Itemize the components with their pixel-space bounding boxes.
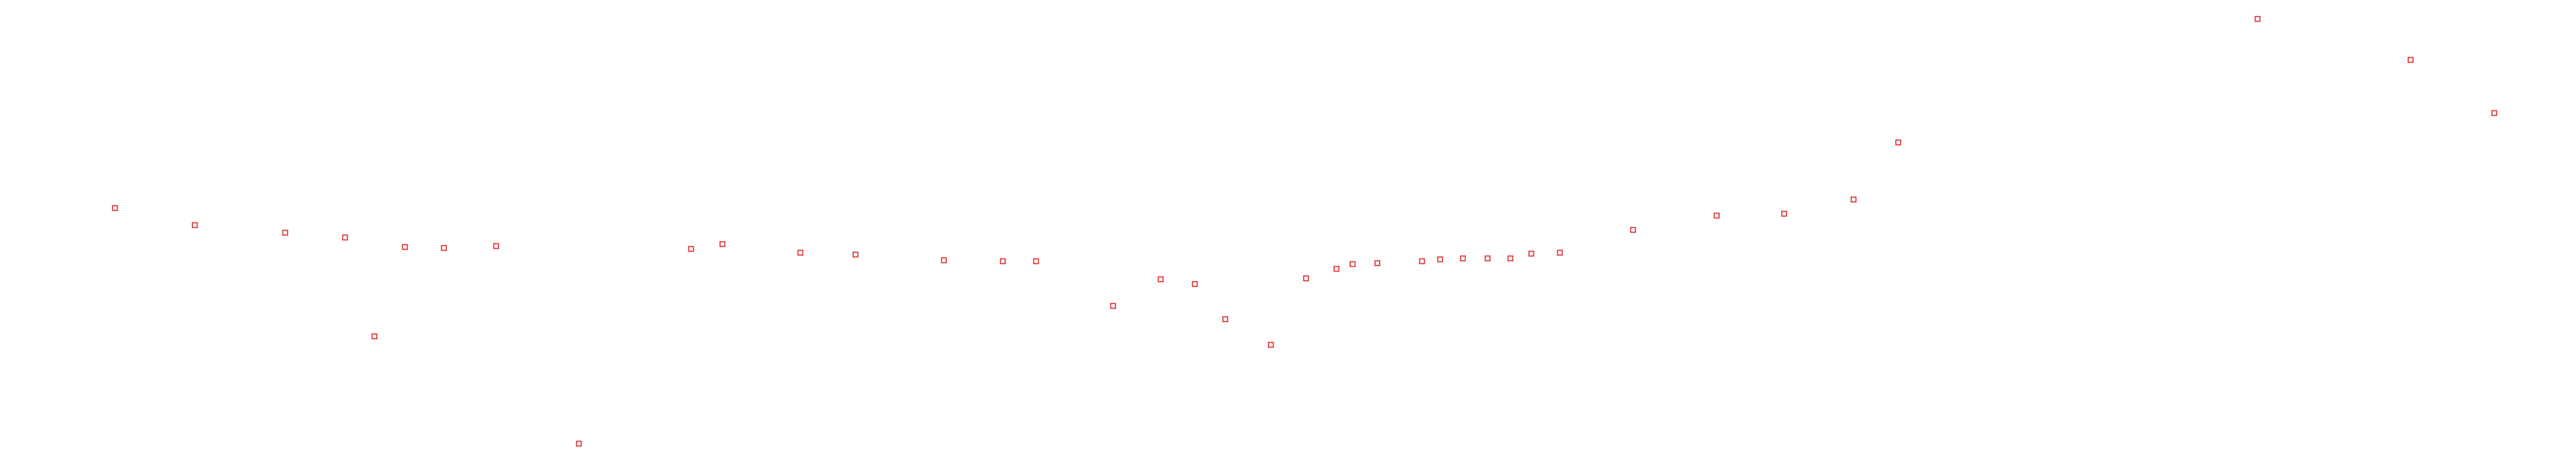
scatter-point-0-8: [575, 440, 583, 447]
scatter-point-0-27: [1459, 255, 1467, 262]
scatter-point-0-19: [1221, 315, 1229, 323]
scatter-point-0-24: [1374, 259, 1381, 267]
scatter-point-0-28: [1484, 255, 1491, 262]
scatter-point-0-9: [687, 245, 695, 253]
scatter-point-0-1: [191, 221, 199, 229]
scatter-point-0-12: [852, 251, 859, 258]
scatter-point-0-35: [1850, 196, 1857, 203]
scatter-point-0-15: [1032, 257, 1040, 265]
scatter-point-0-13: [940, 256, 948, 264]
scatter-point-0-14: [999, 257, 1007, 265]
scatter-point-0-7: [492, 242, 500, 250]
scatter-point-0-36: [1894, 139, 1902, 146]
scatter-point-0-4: [371, 332, 378, 340]
scatter-point-0-23: [1349, 260, 1356, 268]
scatter-point-0-18: [1191, 280, 1199, 288]
scatter-point-0-26: [1436, 256, 1444, 263]
scatter-point-0-0: [111, 204, 119, 212]
scatter-point-0-33: [1713, 212, 1721, 219]
scatter-point-0-3: [341, 234, 349, 241]
scatter-point-0-38: [2407, 56, 2414, 64]
scatter-point-0-37: [2254, 15, 2261, 23]
scatter-point-0-34: [1780, 210, 1788, 218]
scatter-point-0-25: [1418, 257, 1426, 265]
data-points: [111, 15, 2498, 447]
scatter-point-0-5: [401, 243, 409, 251]
scatter-point-0-11: [797, 249, 804, 256]
scatter-point-0-30: [1528, 250, 1535, 257]
scatter-point-0-21: [1302, 275, 1310, 282]
scatter-point-0-22: [1333, 265, 1340, 273]
scatter-point-0-17: [1157, 276, 1164, 283]
scatter-point-0-10: [719, 240, 726, 248]
scatter-point-0-32: [1629, 226, 1637, 234]
scatter-point-0-2: [281, 229, 289, 237]
scatter-point-0-6: [440, 244, 448, 252]
scatter-point-0-31: [1556, 249, 1564, 256]
scatter-point-0-20: [1267, 341, 1275, 349]
scatter-point-0-29: [1507, 255, 1514, 262]
scatter-point-0-16: [1109, 302, 1117, 310]
scatter-point-0-39: [2490, 109, 2498, 117]
